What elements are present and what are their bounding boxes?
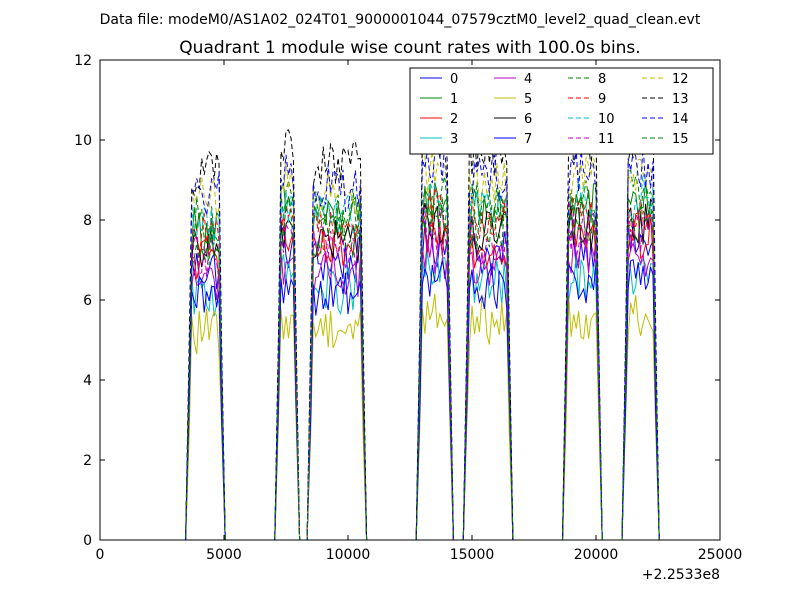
y-tick-label: 4: [83, 373, 92, 389]
legend-label: 5: [524, 92, 532, 107]
legend-label: 8: [598, 72, 606, 87]
chart-title: Quadrant 1 module wise count rates with …: [179, 38, 640, 58]
legend-label: 15: [672, 132, 689, 147]
legend-label: 14: [672, 112, 689, 127]
x-tick-label: 0: [96, 547, 105, 563]
series-line-4: [100, 236, 660, 541]
legend-label: 4: [524, 72, 532, 87]
y-tick-label: 10: [74, 133, 92, 149]
legend-label: 1: [450, 92, 458, 107]
legend-box: [409, 67, 714, 155]
legend-label: 9: [598, 92, 606, 107]
plot-lines: [100, 115, 660, 541]
series-line-12: [100, 151, 660, 541]
series-line-13: [100, 115, 660, 541]
y-tick-label: 6: [83, 293, 92, 309]
x-axis: 0 5000 10000 15000 20000 25000: [96, 60, 743, 563]
y-tick-label: 8: [83, 213, 92, 229]
series-line-15: [100, 195, 660, 541]
series-line-11: [100, 206, 660, 541]
x-tick-label: 25000: [698, 547, 743, 563]
chart-suptitle: Data file: modeM0/AS1A02_024T01_90000010…: [100, 12, 701, 28]
x-offset-label: +2.2533e8: [642, 567, 720, 583]
series-line-8: [100, 169, 660, 541]
legend-label: 12: [672, 72, 689, 87]
y-tick-label: 0: [83, 533, 92, 549]
x-tick-label: 15000: [450, 547, 495, 563]
series-line-3: [100, 252, 660, 541]
series-line-10: [100, 172, 660, 541]
legend-label: 7: [524, 132, 532, 147]
legend-label: 0: [450, 72, 458, 87]
legend-label: 2: [450, 112, 458, 127]
x-tick-label: 10000: [326, 547, 371, 563]
x-tick-label: 20000: [574, 547, 619, 563]
series-line-5: [100, 293, 660, 541]
y-tick-label: 2: [83, 453, 92, 469]
series-line-7: [100, 258, 660, 541]
legend-label: 3: [450, 132, 458, 147]
x-tick-label: 5000: [206, 547, 242, 563]
y-tick-label: 12: [74, 53, 92, 69]
legend-label: 13: [672, 92, 689, 107]
legend-label: 6: [524, 112, 532, 127]
legend-label: 10: [598, 112, 615, 127]
legend-label: 11: [598, 132, 615, 147]
